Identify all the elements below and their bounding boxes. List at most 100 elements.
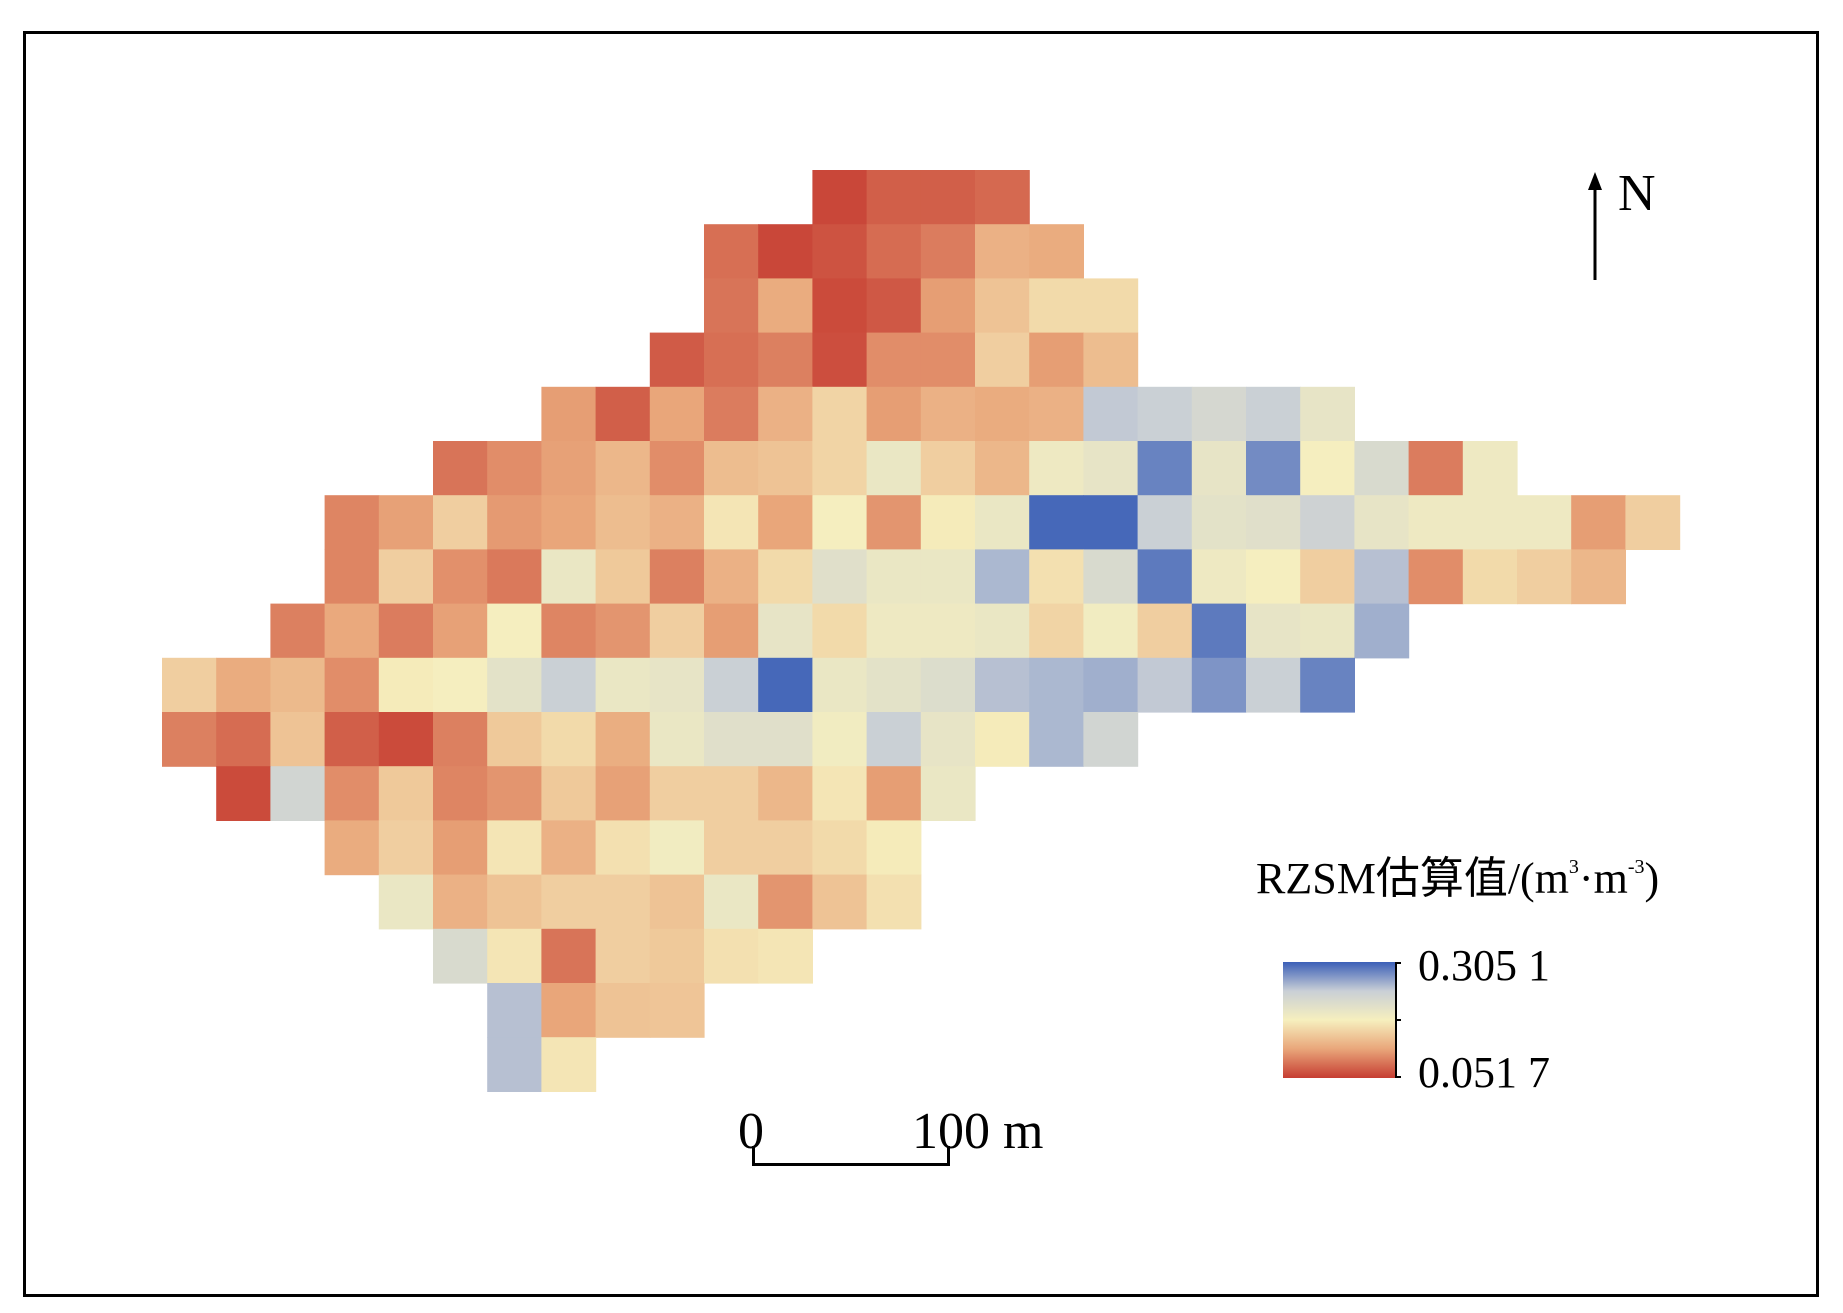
grid-cell: [1462, 549, 1518, 605]
grid-cell: [1300, 441, 1355, 496]
grid-cell: [866, 549, 922, 605]
grid-cell: [595, 603, 651, 659]
grid-cell: [270, 603, 326, 659]
grid-cell: [812, 820, 868, 876]
grid-cell: [216, 712, 271, 767]
grid-cell: [758, 820, 813, 876]
grid-cell: [704, 712, 759, 767]
grid-cell: [1191, 386, 1247, 442]
grid-cell: [378, 657, 434, 713]
grid-cell: [704, 549, 759, 605]
grid-cell: [812, 386, 868, 442]
grid-cell: [975, 332, 1030, 388]
grid-cell: [378, 549, 434, 605]
grid-cell: [1083, 386, 1139, 442]
grid-cell: [487, 495, 542, 550]
grid-cell: [1029, 278, 1084, 334]
grid-cell: [1246, 386, 1301, 442]
grid-cell: [649, 983, 705, 1038]
grid-cell: [975, 224, 1030, 279]
grid-cell: [758, 495, 813, 550]
grid-cell: [1354, 549, 1410, 605]
grid-cell: [433, 820, 488, 876]
scale-bar: [752, 1146, 950, 1166]
grid-cell: [1625, 495, 1681, 550]
grid-cell: [1029, 712, 1084, 767]
grid-cell: [704, 766, 759, 821]
grid-cell: [1408, 495, 1464, 550]
grid-cell: [433, 549, 488, 605]
grid-cell: [595, 441, 651, 496]
grid-cell: [812, 603, 868, 659]
grid-cell: [866, 495, 922, 550]
grid-cell: [758, 332, 813, 388]
grid-cell: [1517, 549, 1572, 605]
grid-cell: [378, 712, 434, 767]
grid-cell: [378, 766, 434, 821]
grid-cell: [541, 441, 597, 496]
grid-cell: [595, 874, 651, 930]
grid-cell: [433, 928, 488, 984]
grid-cell: [595, 766, 651, 821]
grid-cell: [324, 712, 380, 767]
grid-cell: [1083, 603, 1139, 659]
grid-cell: [595, 983, 651, 1038]
grid-cell: [487, 983, 542, 1038]
grid-cell: [649, 441, 705, 496]
grid-cell: [1246, 495, 1301, 550]
grid-cell: [1246, 603, 1301, 659]
scale-bar-end-label: 100 m: [912, 1103, 1044, 1160]
grid-cell: [1191, 657, 1247, 713]
grid-cell: [812, 766, 868, 821]
grid-cell: [920, 224, 976, 279]
grid-cell: [866, 224, 922, 279]
grid-cell: [920, 170, 976, 225]
grid-cell: [270, 766, 326, 821]
grid-cell: [649, 928, 705, 984]
grid-cell: [216, 657, 271, 713]
grid-cell: [920, 603, 976, 659]
grid-cell: [920, 549, 976, 605]
grid-cell: [758, 549, 813, 605]
grid-cell: [1083, 657, 1139, 713]
scale-bar-start-label: 0: [738, 1103, 764, 1160]
grid-cell: [1300, 549, 1355, 605]
grid-cell: [704, 820, 759, 876]
grid-cell: [1083, 441, 1139, 496]
grid-cell: [324, 549, 380, 605]
grid-cell: [758, 766, 813, 821]
grid-cell: [920, 386, 976, 442]
grid-cell: [920, 766, 976, 821]
grid-cell: [812, 549, 868, 605]
grid-cell: [1191, 495, 1247, 550]
grid-cell: [595, 549, 651, 605]
grid-cell: [487, 603, 542, 659]
grid-cell: [433, 766, 488, 821]
grid-cell: [866, 170, 922, 225]
grid-cell: [812, 874, 868, 930]
grid-cell: [216, 766, 271, 821]
grid-cell: [487, 928, 542, 984]
grid-cell: [162, 712, 217, 767]
grid-cell: [1354, 441, 1410, 496]
legend-color-ramp: [1283, 962, 1397, 1078]
grid-cell: [487, 712, 542, 767]
grid-cell: [1029, 386, 1084, 442]
grid-cell: [1246, 657, 1301, 713]
grid-cell: [487, 874, 542, 930]
grid-cell: [378, 874, 434, 930]
grid-cell: [1300, 657, 1355, 713]
grid-cell: [1137, 549, 1193, 605]
grid-cell: [541, 766, 597, 821]
grid-cell: [1137, 441, 1193, 496]
grid-cell: [1517, 495, 1572, 550]
grid-cell: [1029, 224, 1084, 279]
grid-cell: [704, 657, 759, 713]
grid-cell: [1408, 549, 1464, 605]
legend-tick-mid: [1395, 1019, 1401, 1021]
grid-cell: [1462, 495, 1518, 550]
grid-cell: [866, 712, 922, 767]
grid-cell: [812, 332, 868, 388]
grid-cell: [1083, 549, 1139, 605]
